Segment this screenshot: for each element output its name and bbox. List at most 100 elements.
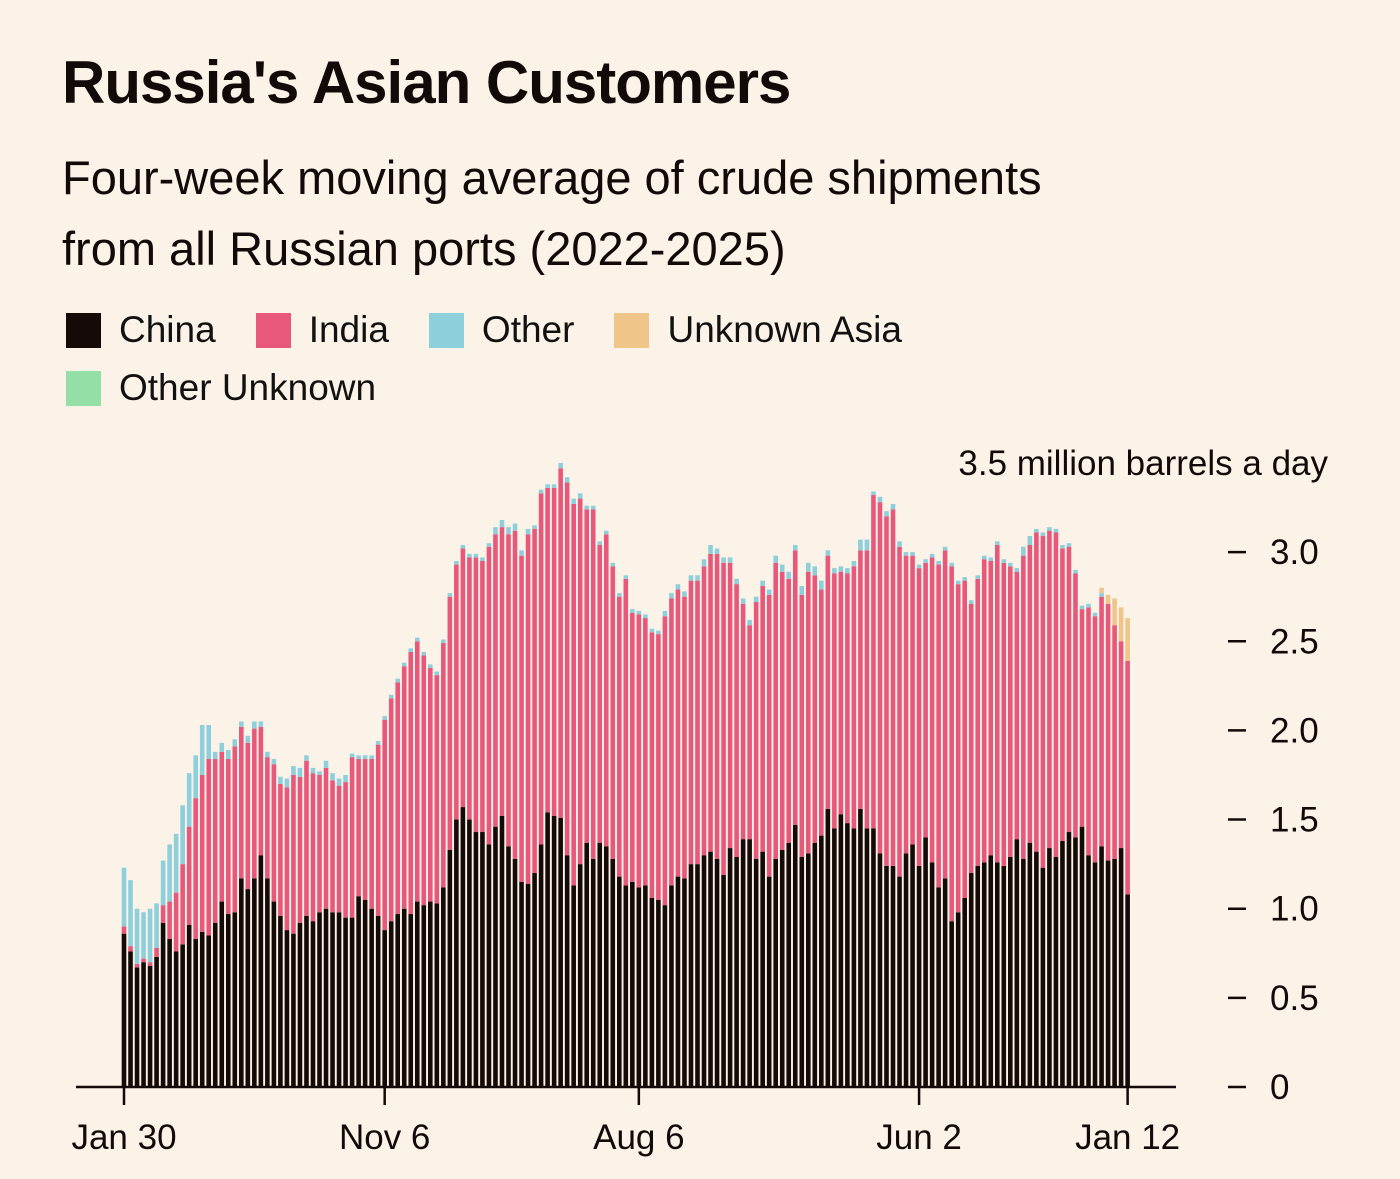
bar-china-105 — [805, 853, 811, 1087]
bar-india-47 — [428, 667, 433, 902]
bar-india-15 — [219, 751, 225, 902]
bar-india-82 — [656, 634, 661, 900]
bar-china-33 — [336, 912, 342, 1087]
bar-other-54 — [473, 553, 479, 558]
bar-other-63 — [532, 525, 537, 529]
bar-china-141 — [1040, 867, 1046, 1087]
bar-india-78 — [630, 612, 635, 882]
bar-india-24 — [278, 783, 283, 916]
bar-china-80 — [643, 885, 648, 1087]
bar-china-14 — [212, 922, 218, 1087]
subtitle-line-1: Four-week moving average of crude shipme… — [62, 151, 1042, 204]
bar-india-133 — [988, 561, 994, 856]
bar-india-120 — [903, 555, 909, 854]
bar-india-103 — [792, 550, 798, 825]
bar-china-144 — [1060, 840, 1065, 1087]
bar-china-13 — [206, 935, 212, 1087]
bar-india-143 — [1053, 532, 1059, 857]
bar-other-90 — [708, 544, 713, 554]
bar-china-89 — [701, 855, 707, 1087]
bar-india-127 — [949, 566, 954, 922]
bar-other-7 — [167, 844, 172, 902]
bar-india-59 — [506, 534, 511, 847]
bar-china-108 — [825, 808, 831, 1087]
bar-china-30 — [317, 912, 322, 1087]
bar-china-79 — [636, 887, 642, 1087]
legend-swatch-other — [428, 312, 464, 348]
bar-india-86 — [682, 596, 687, 879]
bar-india-10 — [186, 826, 192, 925]
bar-india-134 — [994, 544, 1000, 863]
bar-china-139 — [1027, 842, 1033, 1087]
bar-china-8 — [173, 951, 179, 1087]
bar-china-44 — [408, 914, 414, 1087]
bar-india-1 — [128, 946, 133, 952]
bar-china-11 — [193, 939, 198, 1087]
legend-swatch-unknown-asia — [614, 312, 650, 348]
bar-other-74 — [603, 530, 609, 535]
bar-other-11 — [193, 755, 198, 799]
bar-india-4 — [147, 962, 153, 966]
bar-india-141 — [1040, 536, 1046, 868]
bar-other-61 — [519, 550, 524, 556]
bar-india-113 — [858, 550, 863, 809]
bar-other-121 — [910, 552, 915, 556]
bar-other-33 — [336, 778, 342, 786]
bar-other-1 — [128, 880, 133, 947]
bar-other-36 — [356, 755, 361, 759]
bar-india-153 — [1118, 641, 1124, 849]
bar-india-100 — [773, 562, 778, 859]
bar-other-30 — [317, 771, 322, 775]
bar-china-21 — [258, 855, 264, 1087]
bar-china-37 — [362, 899, 368, 1087]
bar-other-97 — [753, 596, 759, 603]
bar-china-24 — [278, 915, 283, 1087]
bar-china-82 — [656, 899, 661, 1087]
bar-india-111 — [845, 573, 850, 824]
bar-other-117 — [884, 511, 889, 517]
bar-india-124 — [929, 557, 935, 863]
bar-india-119 — [897, 546, 902, 877]
bar-china-15 — [219, 901, 225, 1087]
x-tick-label-4: Jan 12 — [1075, 1118, 1180, 1157]
bar-china-96 — [747, 839, 752, 1087]
bar-other-91 — [714, 548, 720, 554]
bar-india-136 — [1008, 566, 1013, 857]
bar-china-3 — [141, 962, 146, 1087]
bar-india-49 — [441, 643, 446, 888]
bar-other-35 — [349, 753, 355, 758]
bar-china-128 — [955, 912, 961, 1087]
subtitle-line-2: from all Russian ports (2022-2025) — [62, 222, 786, 275]
bar-other-122 — [916, 564, 922, 569]
bar-other-64 — [538, 489, 544, 494]
bar-china-100 — [773, 858, 778, 1087]
bar-china-55 — [480, 832, 485, 1087]
bar-china-106 — [812, 842, 818, 1087]
bar-other-77 — [623, 575, 629, 579]
bar-india-70 — [577, 498, 583, 865]
bar-china-6 — [160, 922, 166, 1087]
bar-other-85 — [675, 584, 681, 590]
bar-india-35 — [349, 757, 355, 918]
bar-india-128 — [955, 584, 961, 913]
bar-india-98 — [760, 585, 765, 852]
bar-india-148 — [1086, 607, 1091, 856]
bar-other-88 — [695, 575, 700, 581]
bar-china-7 — [167, 939, 172, 1087]
bar-india-44 — [408, 651, 414, 915]
bar-china-99 — [766, 876, 772, 1087]
bar-china-69 — [571, 885, 576, 1087]
bar-other-20 — [252, 721, 257, 729]
bar-india-83 — [662, 616, 668, 906]
bar-other-130 — [968, 600, 974, 604]
bar-other-5 — [154, 903, 159, 948]
bar-india-79 — [636, 614, 642, 888]
bar-india-33 — [336, 785, 342, 913]
bar-india-138 — [1021, 555, 1026, 859]
bar-china-151 — [1105, 860, 1111, 1087]
bar-india-77 — [623, 578, 629, 886]
bar-china-98 — [760, 851, 765, 1087]
bar-china-104 — [799, 856, 805, 1087]
bar-china-136 — [1008, 856, 1013, 1087]
legend-label-unknown-asia: Unknown Asia — [667, 309, 902, 350]
